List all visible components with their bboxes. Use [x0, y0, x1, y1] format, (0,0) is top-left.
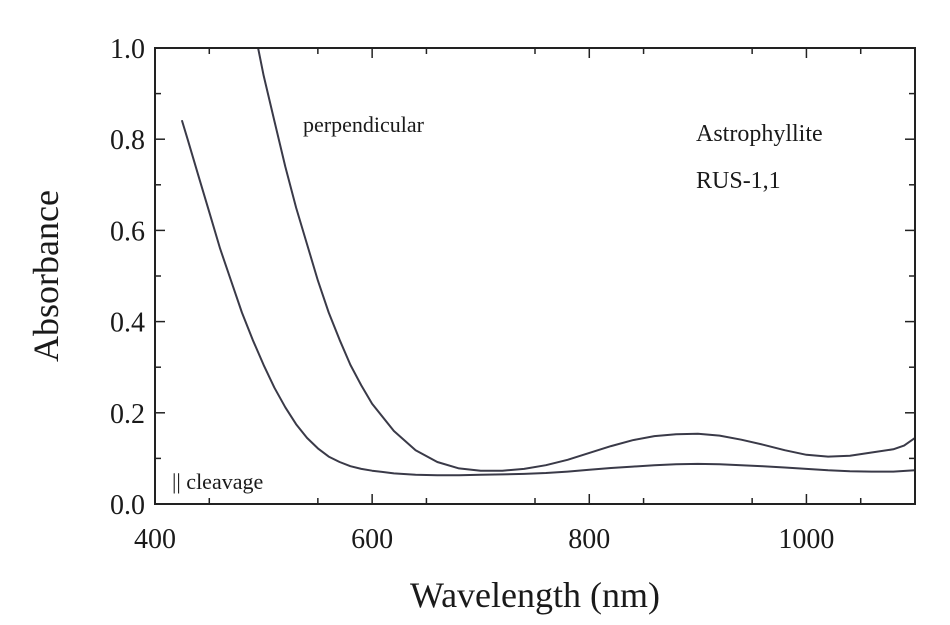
y-axis-label: Absorbance: [26, 190, 66, 362]
x-tick-label: 800: [568, 524, 610, 555]
x-tick-label: 400: [134, 524, 176, 555]
y-tick-label: 0.6: [110, 216, 145, 247]
y-tick-label: 0.2: [110, 399, 145, 430]
x-tick-label: 600: [351, 524, 393, 555]
x-axis-label: Wavelength (nm): [410, 575, 660, 615]
mineral-name-label: Astrophyllite: [696, 121, 823, 147]
y-tick-label: 1.0: [110, 34, 145, 65]
y-tick-label: 0.8: [110, 125, 145, 156]
series-line: [257, 48, 915, 472]
series-line: [181, 120, 915, 477]
ticks-layer: 400 600 800 1000 0.0 0.2 0.4 0.6 0.8 1.0: [110, 34, 915, 555]
y-tick-label: 0.4: [110, 308, 145, 339]
parallel-cleavage-curve-label: || cleavage: [172, 469, 263, 494]
sample-id-label: RUS-1,1: [696, 168, 781, 194]
x-tick-label: 1000: [778, 524, 834, 555]
plot-frame: [154, 47, 916, 505]
perpendicular-curve-label: perpendicular: [303, 112, 425, 137]
series-layer: [181, 48, 915, 477]
y-tick-label: 0.0: [110, 490, 145, 521]
